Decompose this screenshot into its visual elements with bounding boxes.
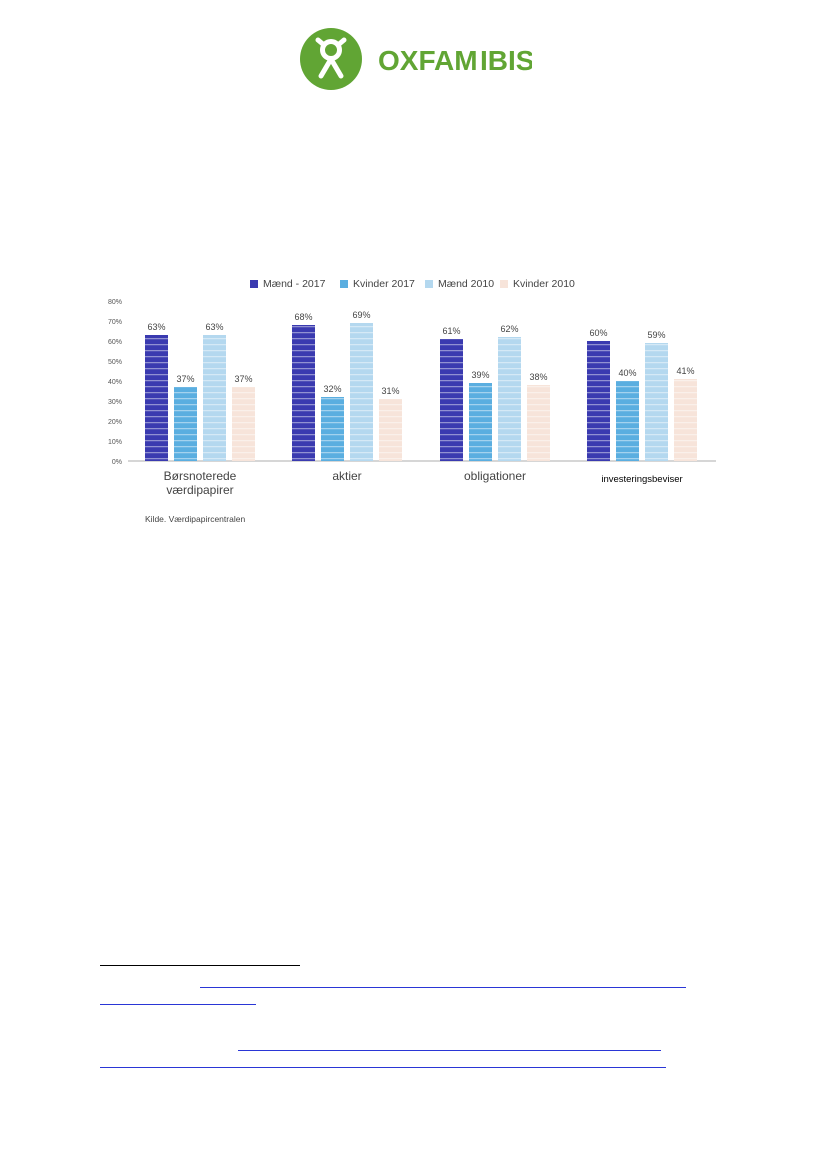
y-tick-label: 80% [108, 299, 122, 306]
bar-value-label: 40% [618, 368, 636, 378]
legend-swatch [250, 280, 258, 288]
legend-item: Mænd 2010 [425, 278, 494, 290]
bar-value-label: 32% [323, 384, 341, 394]
bar-value-label: 31% [381, 386, 399, 396]
category-label: investeringsbeviser [601, 474, 682, 485]
footnote-separator [100, 965, 300, 966]
y-tick-label: 50% [108, 359, 122, 366]
chart-source-note: Kilde. Værdipapircentralen [145, 514, 246, 524]
bar-value-label: 68% [294, 312, 312, 322]
bar-value-label: 37% [176, 374, 194, 384]
bar [145, 335, 168, 461]
y-tick-label: 30% [108, 399, 122, 406]
legend-swatch [425, 280, 433, 288]
bar [174, 387, 197, 461]
category-label: værdipapirer [166, 483, 233, 497]
y-tick-label: 0% [112, 459, 122, 466]
legend-label: Mænd 2010 [438, 278, 495, 290]
footnote-link-2-line-1[interactable] [238, 1050, 661, 1051]
y-tick-label: 70% [108, 319, 122, 326]
y-tick-label: 60% [108, 339, 122, 346]
category-label: obligationer [464, 469, 526, 483]
footnote-link-1-line-1[interactable] [200, 987, 686, 988]
bar-value-label: 63% [147, 322, 165, 332]
category-label: Børsnoterede [164, 469, 237, 483]
legend-label: Kvinder 2017 [353, 278, 415, 290]
bar-value-label: 39% [471, 370, 489, 380]
bar-value-label: 61% [442, 326, 460, 336]
bar [379, 399, 402, 461]
bar-value-label: 38% [529, 372, 547, 382]
bar-value-label: 37% [234, 374, 252, 384]
oxfam-ibis-logo: OXFAM IBIS [300, 28, 532, 90]
bar [232, 387, 255, 461]
bar [469, 383, 492, 461]
legend-swatch [340, 280, 348, 288]
bar-chart: 0% 10% 20% 30% 40% 50% 60% 70% 80% 63% 37% 63% 37% Bø… [108, 299, 716, 497]
logo-text-oxfam: OXFAM [378, 45, 478, 76]
bar [674, 379, 697, 461]
legend-item: Mænd - 2017 [250, 278, 325, 290]
bar [645, 343, 668, 461]
bar [527, 385, 550, 461]
bar-value-label: 41% [676, 366, 694, 376]
bar [321, 397, 344, 461]
legend-label: Kvinder 2010 [513, 278, 575, 290]
bar [203, 335, 226, 461]
bar-value-label: 69% [352, 310, 370, 320]
bar [587, 341, 610, 461]
bar [350, 323, 373, 461]
legend-swatch [500, 280, 508, 288]
legend-item: Kvinder 2010 [500, 278, 575, 290]
bar-value-label: 60% [589, 328, 607, 338]
bar [498, 337, 521, 461]
legend-item: Kvinder 2017 [340, 278, 415, 290]
logo-text-ibis: IBIS [480, 45, 532, 76]
category-label: aktier [332, 469, 361, 483]
legend-label: Mænd - 2017 [263, 278, 326, 290]
y-tick-label: 10% [108, 439, 122, 446]
y-tick-label: 40% [108, 379, 122, 386]
bar [440, 339, 463, 461]
bar [292, 325, 315, 461]
footnote-link-1-line-2[interactable] [100, 1004, 256, 1005]
y-tick-label: 20% [108, 419, 122, 426]
bar-value-label: 63% [205, 322, 223, 332]
bar-value-label: 59% [647, 330, 665, 340]
bar-value-label: 62% [500, 324, 518, 334]
bar [616, 381, 639, 461]
footnote-link-2-line-2[interactable] [100, 1067, 666, 1068]
